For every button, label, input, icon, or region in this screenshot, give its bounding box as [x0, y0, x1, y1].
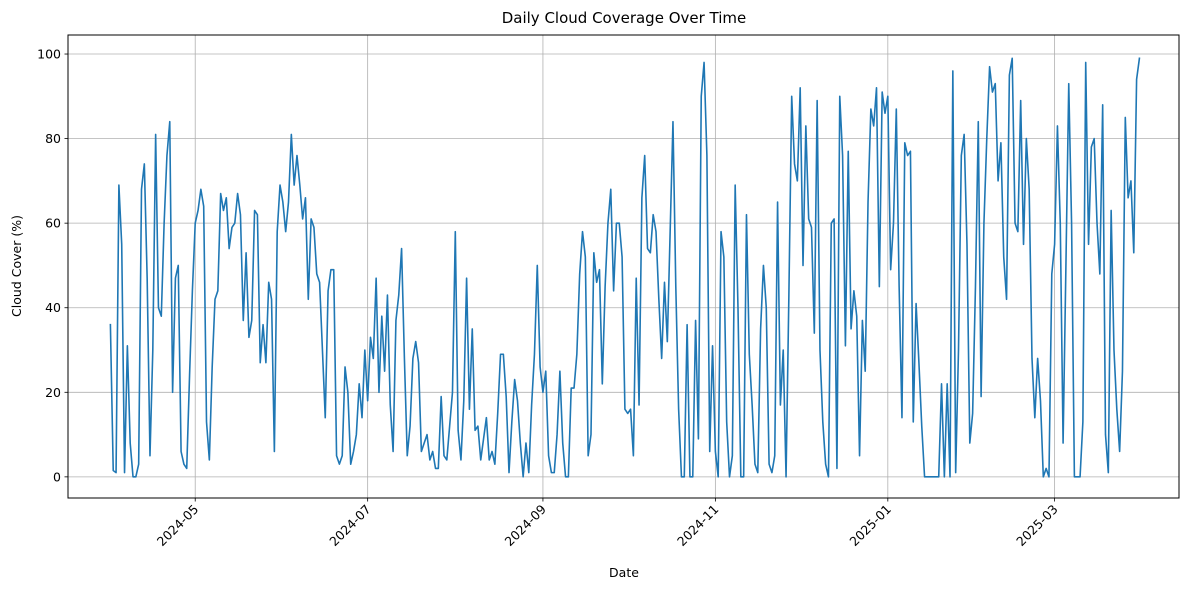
y-tick-label: 60: [45, 216, 61, 231]
y-tick-label: 0: [53, 469, 61, 484]
y-tick-label: 40: [45, 300, 61, 315]
plot-frame: [67, 34, 1180, 499]
y-tick-label: 100: [37, 47, 61, 62]
series-line: [109, 57, 1141, 478]
y-axis-label: Cloud Cover (%): [9, 215, 24, 317]
y-axis: 0 20 40 60 80 100: [37, 47, 68, 484]
x-axis-label: Date: [609, 565, 639, 580]
y-tick-label: 20: [45, 385, 61, 400]
series-layer: [109, 57, 1141, 478]
chart-title: Daily Cloud Coverage Over Time: [502, 9, 747, 27]
y-tick-label: 80: [45, 131, 61, 146]
